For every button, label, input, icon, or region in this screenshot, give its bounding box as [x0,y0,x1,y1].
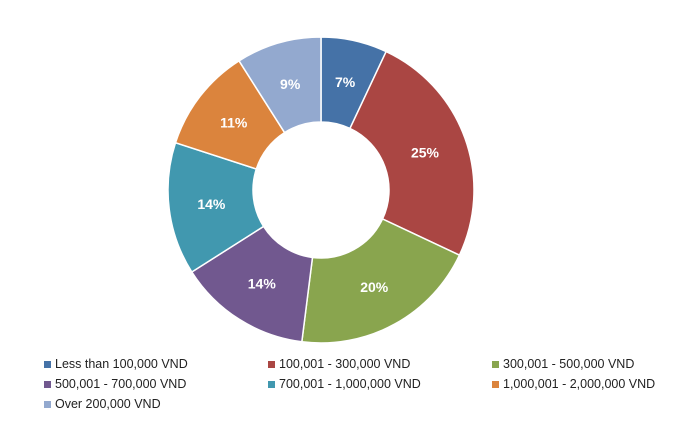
legend-swatch [492,360,499,368]
legend-label: Less than 100,000 VND [55,357,188,371]
slice-data-label-3: 14% [248,275,277,291]
legend-label: 700,001 - 1,000,000 VND [279,377,421,391]
donut-slice-2 [300,217,461,344]
legend-swatch [268,380,275,388]
slice-data-label-5: 11% [220,114,248,130]
slice-data-label-2: 20% [360,279,389,295]
legend-label: 300,001 - 500,000 VND [503,357,635,371]
legend-item-6: Over 200,000 VND [44,397,161,411]
slice-data-label-0: 7% [335,74,356,90]
slice-data-label-1: 25% [411,145,440,161]
slice-data-label-4: 14% [197,196,226,212]
donut-chart-svg: 7% 25% 20% 14% 14% 11% 9% [167,36,475,344]
legend-swatch [44,400,51,408]
donut-slice-3 [190,225,314,343]
donut-chart: 7% 25% 20% 14% 14% 11% 9% [167,36,475,344]
legend-item-2: 300,001 - 500,000 VND [492,357,634,371]
legend-item-5: 1,000,001 - 2,000,000 VND [492,377,655,391]
legend-swatch [492,380,499,388]
donut-slice-1 [348,50,475,257]
legend-swatch [44,360,51,368]
legend-label: 1,000,001 - 2,000,000 VND [503,377,656,391]
legend-item-1: 100,001 - 300,000 VND [268,357,410,371]
legend-swatch [268,360,275,368]
legend-label: 500,001 - 700,000 VND [55,377,187,391]
donut-slice-4 [167,141,265,274]
legend-item-3: 500,001 - 700,000 VND [44,377,186,391]
legend-swatch [44,380,51,388]
legend-item-4: 700,001 - 1,000,000 VND [268,377,421,391]
donut-slice-6 [237,36,322,134]
slice-data-label-6: 9% [280,76,301,92]
legend-label: 100,001 - 300,000 VND [279,357,411,371]
legend-item-0: Less than 100,000 VND [44,357,188,371]
legend-label: Over 200,000 VND [55,397,161,411]
